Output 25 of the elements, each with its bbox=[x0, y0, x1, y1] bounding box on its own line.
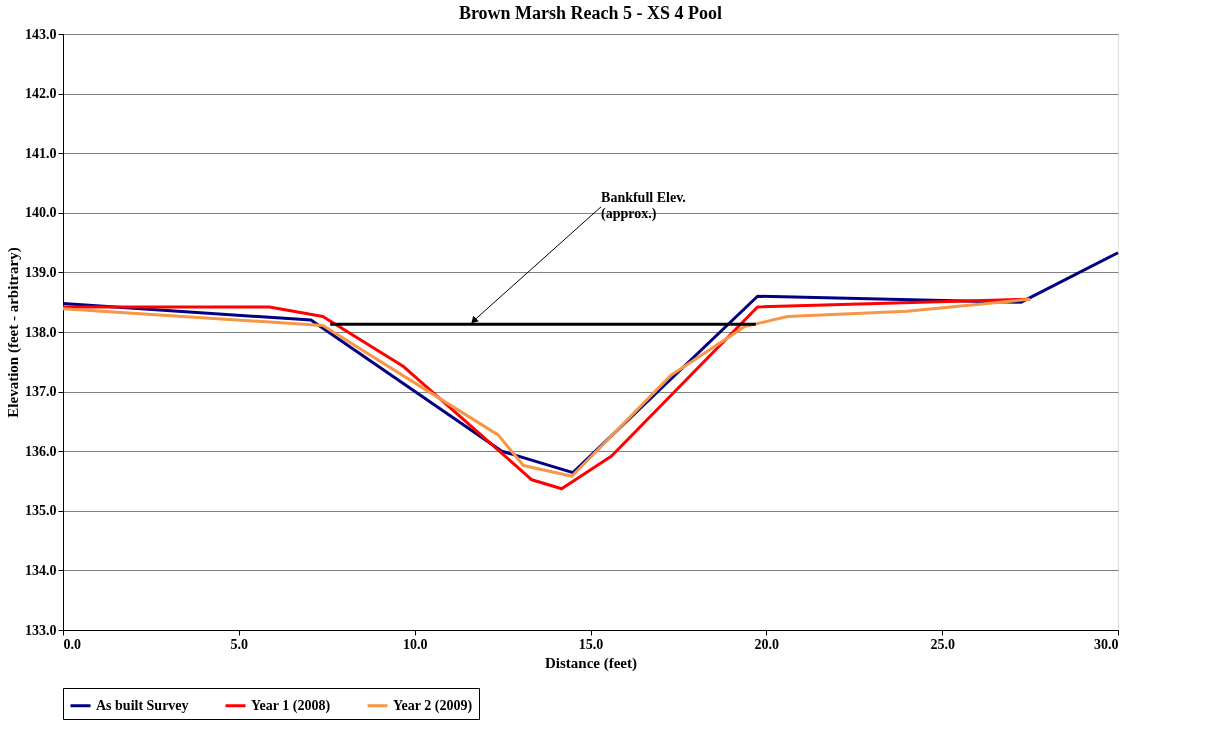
x-tick-label: 25.0 bbox=[930, 636, 955, 652]
y-tick-label: 139.0 bbox=[25, 264, 57, 280]
y-tick-label: 142.0 bbox=[25, 86, 57, 102]
x-tick-label: 5.0 bbox=[230, 636, 249, 652]
y-tick-label: 141.0 bbox=[25, 145, 57, 161]
x-axis-title: Distance (feet) bbox=[544, 654, 638, 672]
legend-label: As built Survey bbox=[96, 697, 189, 713]
y-axis-title: Elevation (feet - arbitrary) bbox=[5, 247, 22, 418]
y-tick-label: 137.0 bbox=[25, 384, 57, 400]
legend-label: Year 1 (2008) bbox=[251, 697, 331, 714]
y-tick-label: 140.0 bbox=[25, 205, 57, 221]
legend-label: Year 2 (2009) bbox=[393, 697, 473, 714]
x-tick-label: 0.0 bbox=[63, 636, 81, 652]
y-tick-label: 143.0 bbox=[25, 26, 57, 42]
x-tick-label: 30.0 bbox=[1094, 636, 1119, 652]
annotation: Bankfull Elev. (approx.) bbox=[601, 189, 686, 222]
y-tick-label: 135.0 bbox=[25, 503, 57, 519]
y-tick-label: 136.0 bbox=[25, 443, 57, 459]
chart-title: Brown Marsh Reach 5 - XS 4 Pool bbox=[458, 3, 723, 23]
y-tick-label: 133.0 bbox=[25, 622, 57, 638]
x-tick-label: 20.0 bbox=[754, 636, 780, 652]
y-tick-label: 138.0 bbox=[25, 324, 57, 340]
x-tick-label: 15.0 bbox=[578, 636, 604, 652]
x-tick-label: 10.0 bbox=[402, 636, 428, 652]
y-tick-label: 134.0 bbox=[25, 562, 57, 578]
